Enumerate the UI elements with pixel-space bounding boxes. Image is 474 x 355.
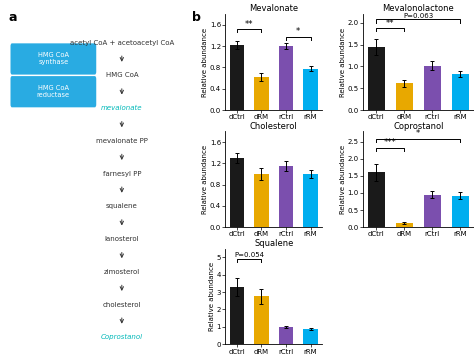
Title: Mevalonolactone: Mevalonolactone xyxy=(383,4,454,13)
Bar xyxy=(279,46,293,110)
Bar xyxy=(254,77,269,110)
Bar xyxy=(303,174,318,227)
Text: **: ** xyxy=(386,19,394,28)
Text: squalene: squalene xyxy=(106,203,137,209)
Bar xyxy=(424,66,441,110)
Y-axis label: Relative abundance: Relative abundance xyxy=(202,28,209,97)
Bar xyxy=(229,287,244,344)
Text: mevalonate: mevalonate xyxy=(101,105,143,111)
Bar xyxy=(279,327,293,344)
Text: HMG CoA: HMG CoA xyxy=(106,72,138,78)
Y-axis label: Relative abundance: Relative abundance xyxy=(340,145,346,214)
Text: HMG CoA
synthase: HMG CoA synthase xyxy=(38,53,69,65)
Text: HMG CoA
reductase: HMG CoA reductase xyxy=(37,85,70,98)
Bar xyxy=(254,174,269,227)
Title: Squalene: Squalene xyxy=(254,239,293,248)
Text: *: * xyxy=(296,27,301,36)
FancyBboxPatch shape xyxy=(10,76,96,107)
Y-axis label: Relative abundance: Relative abundance xyxy=(202,145,209,214)
Title: Mevalonate: Mevalonate xyxy=(249,4,298,13)
Bar xyxy=(254,296,269,344)
Text: lanosterol: lanosterol xyxy=(104,236,139,242)
Bar xyxy=(424,195,441,227)
Text: **: ** xyxy=(245,20,254,29)
Text: mevalonate PP: mevalonate PP xyxy=(96,138,148,144)
Title: Cholesterol: Cholesterol xyxy=(250,121,298,131)
Text: b: b xyxy=(192,11,201,24)
Text: ***: *** xyxy=(384,138,397,147)
Text: a: a xyxy=(9,11,17,24)
Text: zimosterol: zimosterol xyxy=(104,269,140,275)
Text: acetyl CoA + acetoacetyl CoA: acetyl CoA + acetoacetyl CoA xyxy=(70,40,174,45)
Bar xyxy=(368,47,384,110)
Bar xyxy=(303,69,318,110)
Bar xyxy=(303,329,318,344)
Title: Coprostanol: Coprostanol xyxy=(393,121,444,131)
Text: Coprostanol: Coprostanol xyxy=(101,334,143,340)
Bar xyxy=(452,74,469,110)
Bar xyxy=(229,45,244,110)
Text: cholesterol: cholesterol xyxy=(102,301,141,307)
Y-axis label: Relative abundance: Relative abundance xyxy=(209,262,215,331)
Text: *: * xyxy=(416,130,420,138)
Bar xyxy=(452,196,469,227)
FancyBboxPatch shape xyxy=(10,43,96,75)
Text: farnesyl PP: farnesyl PP xyxy=(102,170,141,176)
Text: P=0.054: P=0.054 xyxy=(234,252,264,258)
Bar xyxy=(279,166,293,227)
Bar xyxy=(229,158,244,227)
Bar xyxy=(396,223,413,227)
Bar xyxy=(368,173,384,227)
Y-axis label: Relative abundance: Relative abundance xyxy=(340,28,346,97)
Text: P=0.063: P=0.063 xyxy=(403,13,433,19)
Bar xyxy=(396,83,413,110)
